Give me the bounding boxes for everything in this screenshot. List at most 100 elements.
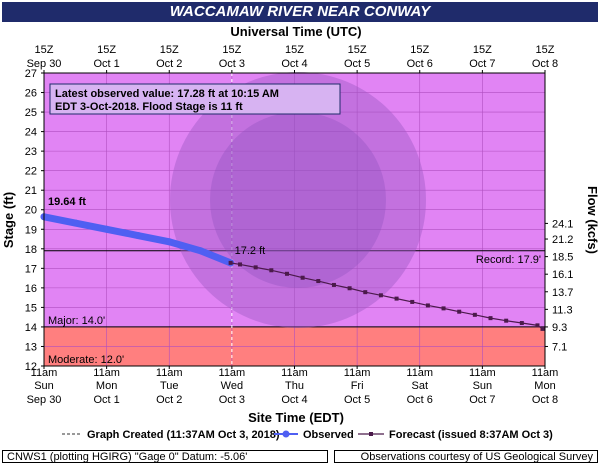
- top-tick-date: Oct 8: [532, 58, 558, 70]
- bottom-tick-time: 11am: [281, 367, 308, 379]
- bottom-tick-time: 11am: [344, 367, 371, 379]
- y-tick-label: 21: [25, 185, 37, 197]
- bottom-tick-date: Oct 5: [344, 394, 370, 406]
- bottom-tick-time: 11am: [156, 367, 183, 379]
- forecast-point: [378, 293, 383, 298]
- observed-point: [134, 232, 142, 240]
- bottom-tick-date: Oct 2: [156, 394, 182, 406]
- bottom-tick-date: Oct 7: [469, 394, 495, 406]
- y-tick-label: 19: [25, 224, 37, 236]
- forecast-point: [228, 260, 233, 265]
- info-line1: Latest observed value: 17.28 ft at 10:15…: [55, 88, 279, 100]
- flow-tick-label: 16.1: [552, 269, 573, 281]
- observed-point: [103, 225, 111, 233]
- top-tick-date: Oct 3: [219, 58, 245, 70]
- y-axis-title: Stage (ft): [1, 192, 16, 248]
- observations-credit: Observations courtesy of US Geological S…: [334, 450, 598, 463]
- y-tick-label: 20: [25, 205, 37, 217]
- forecast-point: [441, 306, 446, 311]
- label-moderate: Moderate: 12.0': [48, 354, 124, 366]
- bottom-tick-time: 11am: [93, 367, 120, 379]
- legend-observed-marker: [282, 430, 290, 438]
- forecast-point: [238, 262, 243, 267]
- top-tick-hour: 15Z: [348, 44, 367, 56]
- y-tick-label: 17: [25, 263, 37, 275]
- legend-forecast: Forecast (issued 8:37AM Oct 3): [389, 429, 553, 441]
- y-tick-label: 15: [25, 302, 37, 314]
- flow-tick-label: 13.7: [552, 287, 573, 299]
- y-tick-label: 23: [25, 146, 37, 158]
- legend-forecast-marker: [369, 432, 373, 436]
- forecast-point: [394, 296, 399, 301]
- bottom-tick-time: 11am: [31, 367, 58, 379]
- bottom-tick-time: 11am: [469, 367, 496, 379]
- forecast-point: [284, 271, 289, 276]
- bottom-tick-day: Thu: [285, 380, 304, 392]
- observed-end-label: 17.2 ft: [235, 245, 266, 257]
- top-tick-date: Oct 4: [281, 58, 307, 70]
- forecast-point: [316, 279, 321, 284]
- y-tick-label: 27: [25, 68, 37, 80]
- y-tick-label: 14: [25, 322, 37, 334]
- forecast-point: [472, 312, 477, 317]
- forecast-point: [363, 290, 368, 295]
- y-tick-label: 26: [25, 88, 37, 100]
- legend-observed: Observed: [303, 429, 354, 441]
- forecast-point: [300, 275, 305, 280]
- top-tick-hour: 15Z: [222, 44, 241, 56]
- bottom-tick-day: Mon: [534, 380, 555, 392]
- title-bar: WACCAMAW RIVER NEAR CONWAY: [2, 2, 598, 22]
- top-tick-date: Oct 2: [156, 58, 182, 70]
- flow-tick-label: 21.2: [552, 234, 573, 246]
- datum-note: CNWS1 (plotting HGIRG) "Gage 0" Datum: -…: [2, 450, 328, 463]
- observed-start-label: 19.64 ft: [48, 196, 86, 208]
- bottom-tick-day: Tue: [160, 380, 179, 392]
- y-tick-label: 24: [25, 127, 37, 139]
- forecast-point: [425, 303, 430, 308]
- hydrograph-chart: Latest observed value: 17.28 ft at 10:15…: [1, 24, 600, 441]
- top-tick-date: Oct 5: [344, 58, 370, 70]
- forecast-series-line: [230, 262, 543, 330]
- bottom-tick-day: Sun: [473, 380, 493, 392]
- top-axis-title: Universal Time (UTC): [230, 24, 361, 39]
- forecast-point: [410, 299, 415, 304]
- bottom-tick-time: 11am: [219, 367, 246, 379]
- label-major: Major: 14.0': [48, 315, 105, 327]
- bottom-tick-day: Wed: [221, 380, 243, 392]
- noaa-watermark-inner: [210, 112, 386, 288]
- y-tick-label: 25: [25, 107, 37, 119]
- forecast-point: [457, 309, 462, 314]
- forecast-point: [347, 286, 352, 291]
- info-flood-stage: Flood Stage is 11 ft: [139, 101, 243, 113]
- top-tick-hour: 15Z: [35, 44, 54, 56]
- top-tick-date: Sep 30: [27, 58, 62, 70]
- y-tick-label: 22: [25, 166, 37, 178]
- bottom-tick-date: Oct 3: [219, 394, 245, 406]
- y-tick-label: 16: [25, 283, 37, 295]
- flow-tick-label: 24.1: [552, 218, 573, 230]
- top-tick-hour: 15Z: [410, 44, 429, 56]
- top-tick-date: Oct 6: [407, 58, 433, 70]
- y-tick-label: 13: [25, 341, 37, 353]
- bottom-tick-time: 11am: [406, 367, 433, 379]
- forecast-point: [331, 282, 336, 287]
- forecast-point: [269, 268, 274, 273]
- bottom-tick-date: Oct 6: [407, 394, 433, 406]
- bottom-tick-date: Oct 8: [532, 394, 558, 406]
- legend-graph-created: Graph Created (11:37AM Oct 3, 2018): [87, 429, 280, 441]
- bottom-tick-day: Sat: [411, 380, 428, 392]
- observed-point: [71, 219, 79, 227]
- bottom-tick-time: 11am: [532, 367, 559, 379]
- flow-tick-label: 7.1: [552, 341, 567, 353]
- bottom-tick-day: Sun: [34, 380, 54, 392]
- forecast-point: [519, 321, 524, 326]
- bottom-tick-date: Oct 4: [281, 394, 307, 406]
- top-tick-date: Oct 1: [93, 58, 119, 70]
- forecast-point: [535, 323, 540, 328]
- bottom-tick-date: Sep 30: [27, 394, 62, 406]
- chart-title: WACCAMAW RIVER NEAR CONWAY: [169, 3, 431, 20]
- forecast-point: [504, 318, 509, 323]
- label-record: Record: 17.9': [476, 254, 541, 266]
- forecast-point: [488, 316, 493, 321]
- info-line2: EDT 3-Oct-2018. Flood Stage is 11 ft: [55, 101, 243, 113]
